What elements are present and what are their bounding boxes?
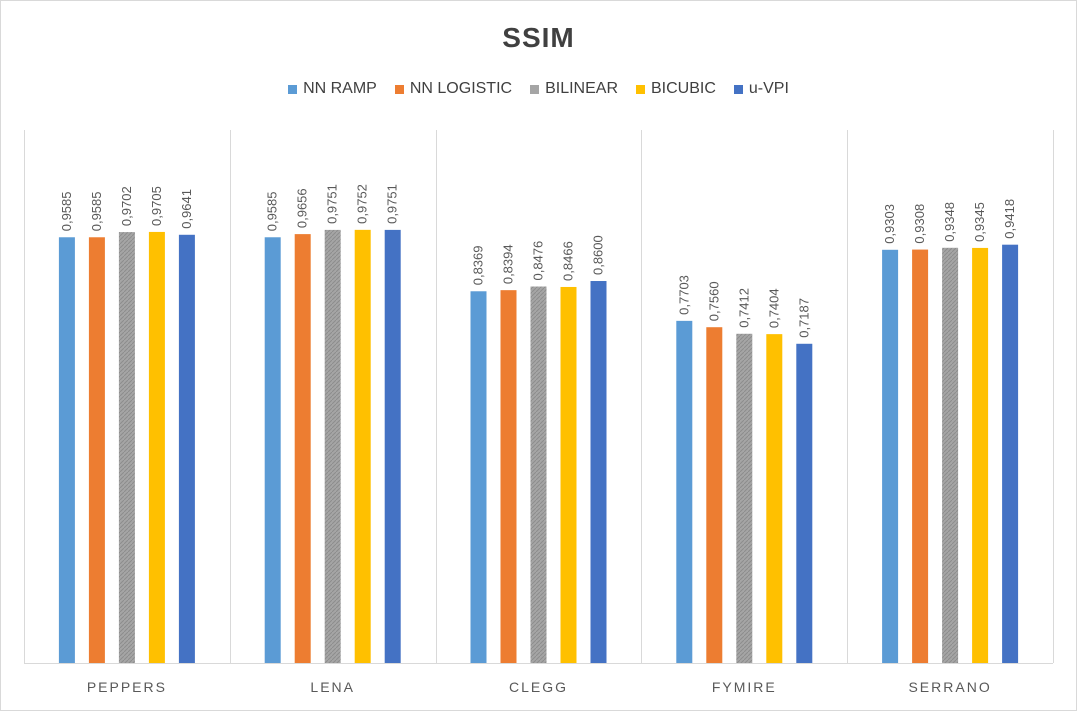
data-label: 0,8476 bbox=[531, 241, 546, 281]
legend-swatch bbox=[288, 84, 298, 94]
legend-item-bilinear: BILINEAR bbox=[530, 80, 618, 98]
legend-item-u-vpi: u-VPI bbox=[733, 80, 789, 98]
category-label-serrano: SERRANO bbox=[908, 679, 991, 695]
legend-label: BILINEAR bbox=[545, 80, 618, 97]
legend-label: NN RAMP bbox=[303, 80, 377, 97]
legend-label: u-VPI bbox=[748, 80, 789, 97]
data-label: 0,9308 bbox=[912, 204, 927, 244]
chart-legend: NN RAMP NN LOGISTIC BILINEAR BICUBIC u-VPI bbox=[0, 80, 1077, 98]
data-label: 0,7187 bbox=[796, 298, 811, 338]
data-label: 0,9345 bbox=[972, 202, 987, 242]
bar-nn-ramp-lena bbox=[264, 237, 281, 664]
bar-bicubic-peppers bbox=[148, 231, 165, 663]
data-label: 0,7412 bbox=[736, 288, 751, 328]
data-label: 0,9585 bbox=[265, 192, 280, 232]
data-label: 0,9348 bbox=[942, 202, 957, 242]
bar-nn-logistic-peppers bbox=[88, 237, 105, 664]
bar-nn-logistic-fymire bbox=[706, 327, 723, 663]
bar-bicubic-clegg bbox=[560, 286, 577, 663]
bar-bicubic-fymire bbox=[766, 334, 783, 663]
legend-item-nn-ramp: NN RAMP bbox=[288, 80, 377, 98]
bar-bilinear-lena bbox=[324, 229, 341, 664]
data-label: 0,9752 bbox=[355, 184, 370, 224]
bar-nn-ramp-fymire bbox=[676, 320, 693, 663]
legend-swatch bbox=[636, 84, 645, 94]
bar-u-vpi-serrano bbox=[1002, 244, 1019, 663]
legend-swatch bbox=[530, 84, 540, 94]
bar-u-vpi-fymire bbox=[796, 343, 813, 663]
bar-nn-logistic-lena bbox=[294, 234, 311, 663]
bar-bicubic-serrano bbox=[972, 247, 989, 663]
bar-bicubic-lena bbox=[354, 229, 371, 663]
data-label: 0,9418 bbox=[1002, 199, 1017, 239]
data-label: 0,9751 bbox=[325, 184, 340, 224]
legend-label: NN LOGISTIC bbox=[409, 80, 513, 97]
bar-nn-ramp-clegg bbox=[470, 291, 487, 663]
bar-bilinear-serrano bbox=[942, 247, 959, 663]
data-label: 0,7560 bbox=[706, 281, 721, 321]
data-label: 0,9641 bbox=[179, 189, 194, 229]
data-label: 0,9656 bbox=[295, 188, 310, 228]
data-label: 0,9585 bbox=[89, 192, 104, 232]
category-label-lena: LENA bbox=[310, 679, 355, 695]
data-label: 0,8466 bbox=[561, 241, 576, 281]
data-label: 0,9303 bbox=[882, 204, 897, 244]
legend-label: BICUBIC bbox=[651, 80, 716, 97]
data-label: 0,9751 bbox=[385, 184, 400, 224]
bar-u-vpi-clegg bbox=[590, 281, 607, 663]
data-label: 0,8394 bbox=[501, 244, 516, 284]
data-label: 0,8369 bbox=[471, 246, 486, 286]
bar-bilinear-peppers bbox=[118, 232, 135, 663]
bar-bilinear-fymire bbox=[736, 333, 753, 663]
data-label: 0,9585 bbox=[59, 192, 74, 232]
bar-u-vpi-peppers bbox=[178, 234, 195, 663]
category-label-peppers: PEPPERS bbox=[87, 679, 167, 695]
legend-swatch bbox=[733, 84, 743, 94]
bar-nn-ramp-serrano bbox=[882, 249, 899, 663]
category-label-clegg: CLEGG bbox=[509, 679, 568, 695]
bar-nn-logistic-serrano bbox=[912, 249, 929, 663]
bar-u-vpi-lena bbox=[384, 229, 401, 664]
data-label: 0,7703 bbox=[676, 275, 691, 315]
legend-item-nn-logistic: NN LOGISTIC bbox=[394, 80, 513, 98]
bar-nn-ramp-peppers bbox=[58, 237, 75, 664]
legend-swatch bbox=[394, 84, 404, 94]
chart-title: SSIM bbox=[502, 22, 575, 53]
data-label: 0,7404 bbox=[766, 288, 781, 328]
data-label: 0,9702 bbox=[119, 186, 134, 226]
data-label: 0,9705 bbox=[149, 186, 164, 226]
bar-bilinear-clegg bbox=[530, 286, 547, 663]
bar-nn-logistic-clegg bbox=[500, 290, 517, 663]
legend-item-bicubic: BICUBIC bbox=[636, 80, 716, 98]
data-label: 0,8600 bbox=[591, 235, 606, 275]
category-label-fymire: FYMIRE bbox=[712, 679, 777, 695]
